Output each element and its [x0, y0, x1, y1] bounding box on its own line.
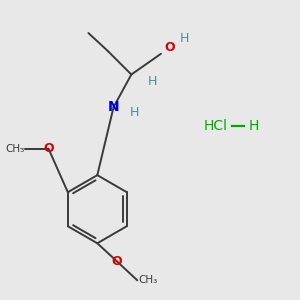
Text: H: H [147, 75, 157, 88]
Text: methoxy: methoxy [20, 148, 26, 149]
Text: N: N [108, 100, 119, 114]
Text: HCl: HCl [204, 119, 228, 133]
Text: O: O [43, 142, 54, 155]
Text: CH₃: CH₃ [139, 275, 158, 285]
Text: H: H [130, 106, 139, 119]
Text: O: O [111, 254, 122, 268]
Text: CH₃: CH₃ [5, 143, 25, 154]
Text: H: H [180, 32, 189, 46]
Text: O: O [164, 41, 175, 54]
Text: H: H [249, 119, 260, 133]
